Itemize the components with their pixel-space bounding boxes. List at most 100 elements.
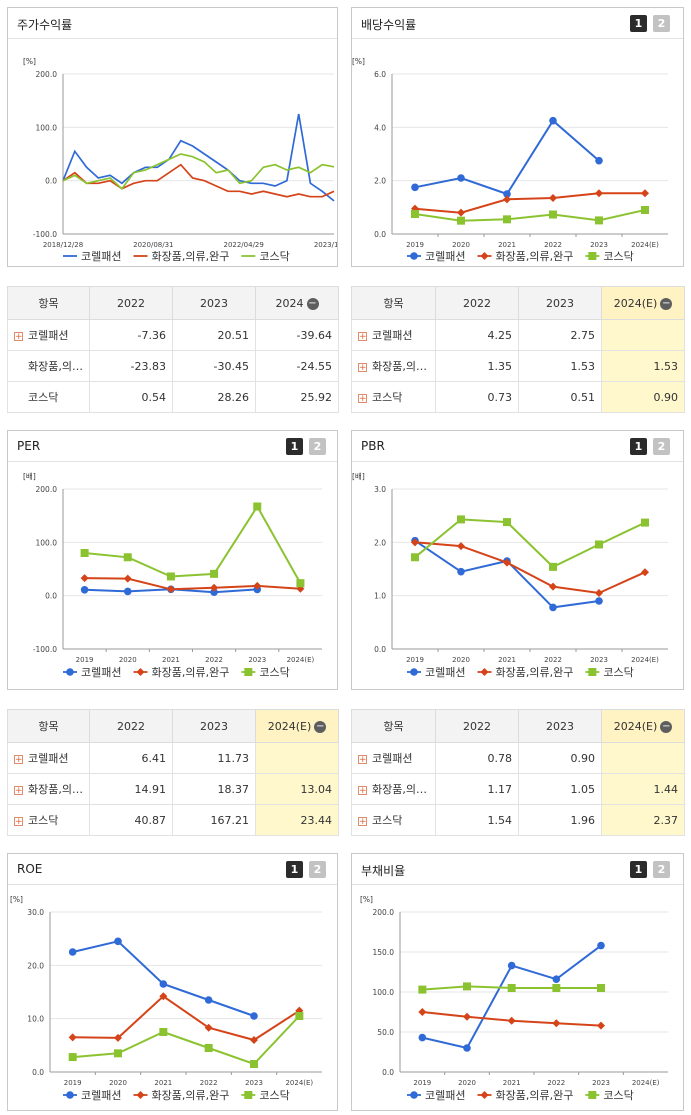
data-point — [136, 668, 145, 676]
expand-icon[interactable]: + — [14, 816, 23, 827]
data-point — [641, 189, 649, 198]
legend-label: 코스닥 — [259, 666, 289, 679]
legend-item[interactable]: 코스닥 — [585, 250, 634, 263]
data-point — [166, 572, 175, 581]
page-2-button[interactable]: 2 — [653, 438, 670, 455]
series-line — [414, 119, 600, 196]
x-tick-label: 2023 — [248, 656, 266, 664]
x-tick-label: 2021 — [154, 1079, 172, 1087]
data-point — [295, 1012, 304, 1020]
legend-label: 코스닥 — [603, 250, 633, 263]
data-point — [410, 1091, 418, 1099]
page-1-button[interactable]: 1 — [630, 861, 647, 878]
pbr-chart: [배] 3.0 2.0 1.0 0.0 2019 2020 2021 2022 2023 2024(… — [352, 472, 668, 679]
stock-return-panel: 주가수익률 [%] 200.0 100.0 0.0 -100.0 2018/12/28 20… — [7, 7, 338, 267]
legend-item[interactable]: 화장품,의류,완구 — [133, 666, 229, 679]
page-1-button[interactable]: 1 — [630, 438, 647, 455]
data-point — [503, 215, 511, 224]
data-point — [136, 1091, 145, 1099]
x-tick-label: 2022 — [544, 241, 562, 249]
data-point — [250, 1012, 258, 1020]
collapse-icon[interactable]: − — [660, 720, 673, 733]
y-tick-label: 100.0 — [373, 988, 395, 997]
data-point — [244, 1091, 253, 1099]
expand-icon[interactable]: + — [14, 785, 23, 796]
legend-item[interactable]: 화장품,의류,완구 — [477, 1089, 573, 1102]
expand-icon[interactable]: + — [14, 754, 23, 765]
series-line — [62, 153, 335, 190]
data-point — [595, 156, 603, 165]
panel-title: 주가수익률 — [17, 18, 73, 32]
data-point — [503, 558, 511, 567]
y-unit-label: [%] — [360, 895, 373, 904]
legend-item[interactable]: 화장품,의류,완구 — [133, 1089, 229, 1102]
dividend-yield-table: 항목 2022 2023 2024(E) − + 코렐패션 4.25 2.75 + 화… — [351, 286, 685, 413]
panel-header: 주가수익률 — [8, 8, 337, 39]
legend-item[interactable]: 코스닥 — [241, 1089, 290, 1102]
legend-item[interactable]: 코렐패션 — [407, 1089, 465, 1102]
x-tick-label: 2023 — [245, 1079, 263, 1087]
legend-item[interactable]: 화장품,의류,완구 — [477, 250, 573, 263]
legend-item[interactable]: 코스닥 — [241, 666, 290, 679]
page-2-button[interactable]: 2 — [653, 861, 670, 878]
collapse-icon[interactable]: − — [314, 720, 327, 733]
expand-icon[interactable]: + — [358, 331, 367, 342]
table-row: + 코스닥 0.73 0.51 0.90 — [351, 381, 685, 413]
legend-item[interactable]: 코스닥 — [585, 1089, 634, 1102]
legend-item[interactable]: 코렐패션 — [63, 666, 121, 679]
data-point — [507, 1016, 516, 1025]
series-line — [414, 518, 646, 569]
legend-item[interactable]: 화장품,의류,완구 — [477, 666, 573, 679]
data-point — [457, 515, 465, 524]
expand-icon[interactable]: + — [358, 393, 367, 404]
series-1 — [411, 536, 603, 612]
x-tick-label: 2019 — [413, 1079, 431, 1087]
legend-item[interactable]: 화장품,의류,완구 — [133, 250, 229, 263]
x-tick-label: 2019 — [406, 241, 424, 249]
legend-item[interactable]: 코렐패션 — [63, 1089, 121, 1102]
col-header: 2022 — [89, 709, 173, 743]
data-point — [166, 585, 175, 594]
series-line — [72, 940, 255, 1017]
expand-icon[interactable]: + — [358, 785, 367, 796]
col-header: 2023 — [518, 709, 602, 743]
collapse-icon[interactable]: − — [660, 297, 673, 310]
data-point — [80, 586, 89, 594]
series-1 — [411, 116, 603, 198]
data-point — [68, 1033, 77, 1042]
data-point — [463, 982, 471, 991]
expand-icon[interactable]: + — [358, 816, 367, 827]
data-point — [463, 1012, 471, 1021]
page-1-button[interactable]: 1 — [286, 861, 303, 878]
roe-panel: ROE 1 2 [%] 30.0 20.0 10.0 0.0 2019 2020 2021 20… — [7, 853, 338, 1111]
page-1-button[interactable]: 1 — [286, 438, 303, 455]
series-3 — [68, 1012, 304, 1068]
data-point — [480, 1091, 489, 1099]
data-point — [123, 574, 132, 583]
data-point — [418, 985, 427, 994]
data-point — [66, 668, 74, 676]
x-tick-label: 2020/08/31 — [133, 241, 173, 249]
page-1-button[interactable]: 1 — [630, 15, 647, 32]
page-2-button[interactable]: 2 — [309, 438, 326, 455]
expand-icon[interactable]: + — [358, 754, 367, 765]
legend-item[interactable]: 코렐패션 — [63, 250, 121, 263]
y-tick-label: 4.0 — [374, 123, 386, 132]
data-point — [457, 208, 465, 217]
legend-label: 코렐패션 — [81, 666, 121, 679]
data-point — [549, 562, 557, 571]
legend-item[interactable]: 코스닥 — [585, 666, 634, 679]
legend-item[interactable]: 코렐패션 — [407, 250, 465, 263]
x-tick-label: 2021 — [503, 1079, 521, 1087]
data-point — [250, 1036, 258, 1044]
series-2 — [411, 538, 649, 597]
collapse-icon[interactable]: − — [306, 297, 319, 310]
data-point — [296, 584, 305, 593]
expand-icon[interactable]: + — [14, 331, 23, 342]
page-2-button[interactable]: 2 — [309, 861, 326, 878]
expand-icon[interactable]: + — [358, 362, 367, 373]
pbr-panel: PBR 1 2 [배] 3.0 2.0 1.0 0.0 2019 2020 2021 2022 2… — [351, 430, 684, 690]
page-2-button[interactable]: 2 — [653, 15, 670, 32]
legend-item[interactable]: 코렐패션 — [407, 666, 465, 679]
legend-item[interactable]: 코스닥 — [241, 250, 290, 263]
